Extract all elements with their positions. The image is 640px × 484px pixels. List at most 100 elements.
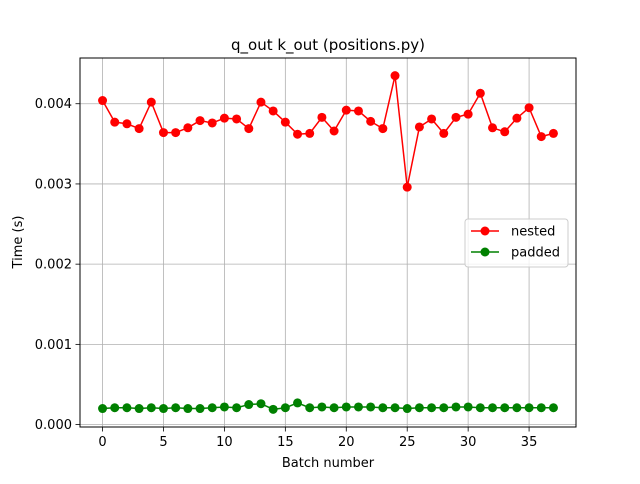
y-tick-label: 0.004 <box>35 97 72 112</box>
x-tick-label: 5 <box>159 435 167 450</box>
data-point-padded <box>390 403 400 413</box>
data-point-nested <box>134 124 144 134</box>
data-point-nested <box>256 97 266 107</box>
data-point-nested <box>171 128 181 138</box>
data-point-padded <box>171 403 181 413</box>
data-point-padded <box>98 404 108 414</box>
y-tick-label: 0.000 <box>35 418 72 433</box>
data-point-padded <box>195 404 205 414</box>
data-point-nested <box>244 124 254 134</box>
data-point-padded <box>548 403 558 413</box>
data-point-nested <box>524 103 534 113</box>
data-point-padded <box>256 399 266 409</box>
x-tick-label: 10 <box>216 435 233 450</box>
data-point-nested <box>146 97 156 107</box>
y-axis-label: Time (s) <box>11 216 26 270</box>
data-point-padded <box>146 403 156 413</box>
x-tick-label: 30 <box>460 435 477 450</box>
data-point-nested <box>329 126 339 136</box>
x-tick-label: 25 <box>399 435 416 450</box>
data-point-nested <box>451 112 461 122</box>
data-point-nested <box>353 106 363 116</box>
y-tick-label: 0.001 <box>35 338 72 353</box>
data-point-nested <box>268 106 278 116</box>
data-point-nested <box>548 128 558 138</box>
legend-label-padded: padded <box>511 246 560 261</box>
data-point-nested <box>232 114 242 124</box>
data-point-padded <box>122 403 132 413</box>
data-point-nested <box>280 117 290 127</box>
data-point-padded <box>500 403 510 413</box>
data-point-nested <box>183 123 193 133</box>
data-point-nested <box>463 109 473 119</box>
data-point-nested <box>293 129 303 139</box>
data-point-nested <box>195 116 205 126</box>
x-axis-label: Batch number <box>282 456 375 471</box>
data-point-padded <box>293 398 303 408</box>
data-point-padded <box>353 402 363 412</box>
data-point-nested <box>366 116 376 126</box>
data-point-padded <box>463 402 473 412</box>
data-point-padded <box>207 403 217 413</box>
data-point-padded <box>341 402 351 412</box>
data-point-nested <box>378 124 388 134</box>
data-point-padded <box>329 403 339 413</box>
data-point-padded <box>427 403 437 413</box>
series-layer <box>98 71 558 414</box>
data-point-padded <box>305 403 315 413</box>
data-point-nested <box>512 113 522 123</box>
data-point-padded <box>183 404 193 414</box>
data-point-nested <box>475 88 485 98</box>
data-point-nested <box>219 113 229 123</box>
data-point-padded <box>219 402 229 412</box>
data-point-nested <box>110 117 120 127</box>
data-point-nested <box>305 128 315 138</box>
data-point-nested <box>317 112 327 122</box>
legend-label-nested: nested <box>511 225 555 240</box>
data-point-nested <box>500 127 510 137</box>
plot-frame <box>79 57 577 428</box>
data-point-padded <box>536 403 546 413</box>
data-point-nested <box>207 118 217 128</box>
data-point-padded <box>414 403 424 413</box>
data-point-padded <box>268 404 278 414</box>
data-point-padded <box>439 403 449 413</box>
y-tick-label: 0.003 <box>35 177 72 192</box>
data-point-nested <box>488 123 498 133</box>
x-tick-label: 15 <box>277 435 294 450</box>
data-point-nested <box>414 122 424 132</box>
chart-title: q_out k_out (positions.py) <box>231 36 425 55</box>
data-point-padded <box>366 402 376 412</box>
data-point-padded <box>158 404 168 414</box>
data-point-padded <box>317 402 327 412</box>
data-point-padded <box>244 400 254 410</box>
y-tick-label: 0.002 <box>35 258 72 273</box>
data-point-padded <box>402 404 412 414</box>
legend-marker-padded <box>480 247 490 257</box>
data-point-nested <box>341 105 351 115</box>
data-point-padded <box>512 403 522 413</box>
data-point-nested <box>427 114 437 124</box>
tick-layer: 0 5 10 15 20 25 30 35 0.000 0.001 0.002 0.003 0.004 <box>35 97 538 450</box>
data-point-padded <box>451 402 461 412</box>
data-point-nested <box>439 128 449 138</box>
data-point-nested <box>402 182 412 192</box>
data-point-nested <box>390 71 400 81</box>
data-point-padded <box>110 403 120 413</box>
data-point-padded <box>524 403 534 413</box>
x-tick-label: 0 <box>98 435 106 450</box>
data-point-nested <box>122 119 132 129</box>
data-point-padded <box>475 403 485 413</box>
legend: nested padded <box>464 218 569 268</box>
data-point-padded <box>280 403 290 413</box>
data-point-nested <box>98 96 108 106</box>
data-point-padded <box>378 403 388 413</box>
data-point-nested <box>158 128 168 138</box>
x-tick-label: 20 <box>338 435 355 450</box>
x-tick-label: 35 <box>521 435 538 450</box>
data-point-padded <box>488 403 498 413</box>
legend-marker-nested <box>480 226 490 236</box>
data-point-padded <box>134 404 144 414</box>
